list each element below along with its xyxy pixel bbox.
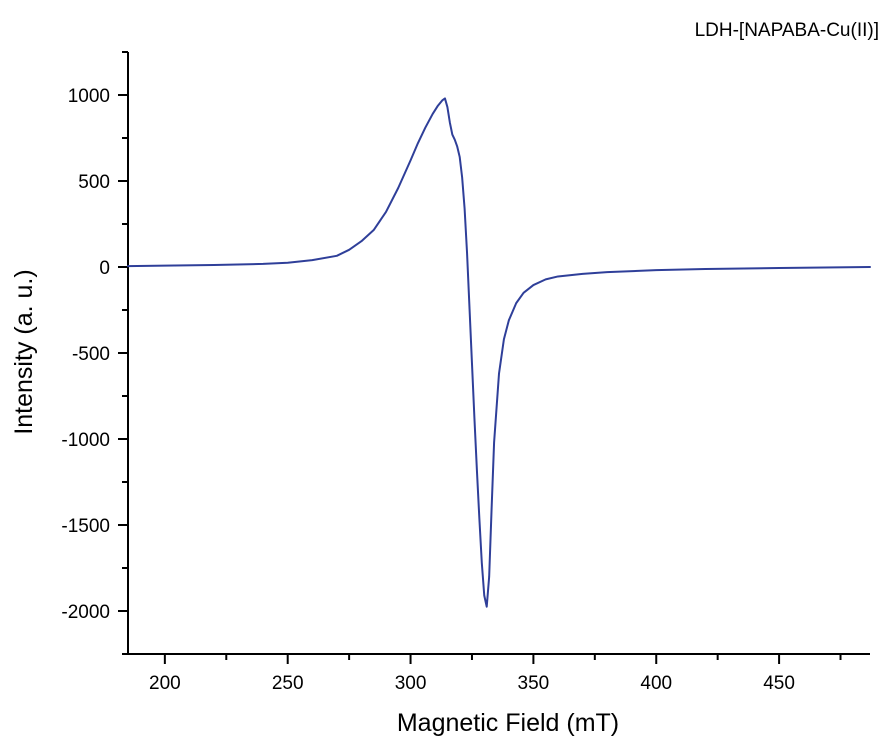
x-axis-title: Magnetic Field (mT) (397, 709, 619, 737)
x-tick-label: 250 (272, 673, 304, 694)
y-axis-ticks: -2000 -1500 -1000 -500 0 500 1000 (61, 51, 128, 655)
y-tick-label: -1500 (61, 516, 110, 537)
y-axis-title: Intensity (a. u.) (10, 269, 38, 434)
plot-area: 200 250 300 350 400 450 -2000 -1500 -1000 -500 0 5… (61, 51, 871, 694)
x-tick-label: 300 (395, 673, 427, 694)
x-tick-label: 450 (763, 673, 795, 694)
x-tick-label: 350 (518, 673, 550, 694)
y-tick-label: 500 (78, 172, 110, 193)
y-tick-label: -2000 (61, 602, 110, 623)
x-axis-ticks: 200 250 300 350 400 450 (149, 654, 842, 694)
x-tick-label: 200 (149, 673, 181, 694)
series-line-0 (127, 97, 871, 608)
chart-title: LDH-[NAPABA-Cu(II)] (695, 20, 879, 41)
x-tick-label: 400 (640, 673, 672, 694)
y-tick-label: -500 (72, 344, 110, 365)
series-group (127, 97, 871, 608)
y-tick-label: 0 (99, 258, 110, 279)
y-tick-label: 1000 (68, 86, 110, 107)
y-tick-label: -1000 (61, 430, 110, 451)
